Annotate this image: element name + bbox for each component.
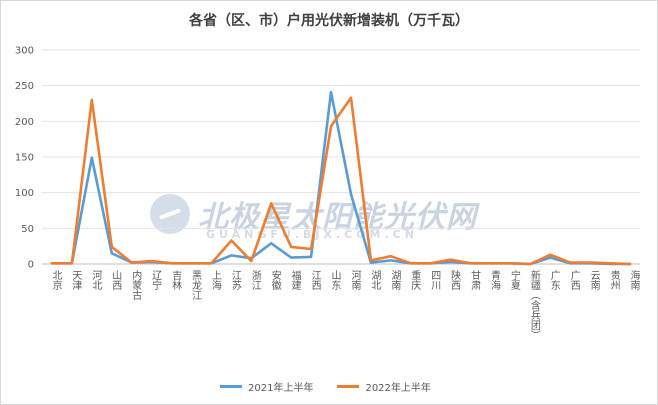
series-2-point: [170, 262, 173, 264]
series-2-point: [270, 202, 272, 204]
series-2-point: [430, 262, 432, 264]
legend-label-2021: 2021年上半年: [248, 383, 314, 394]
y-tick-label-100: 100: [15, 188, 34, 199]
x-tick-label: 湖南: [389, 270, 401, 290]
legend-swatch-2022: [337, 385, 360, 388]
series-1-point: [350, 193, 352, 195]
series-2-point: [71, 262, 73, 264]
legend-item-2022: 2022年上半年: [337, 379, 431, 394]
x-tick-label: 上海: [209, 270, 221, 291]
x-tick-label: 四川: [429, 270, 441, 290]
series-2-point: [51, 262, 53, 264]
series-2-point: [131, 261, 133, 264]
series-1-point: [111, 252, 113, 254]
series-1-point: [370, 261, 372, 264]
series-1-point: [290, 256, 292, 259]
series-line-1: [50, 90, 632, 266]
x-tick-label: 湖北: [369, 270, 381, 290]
legend-item-2021: 2021年上半年: [220, 379, 313, 394]
x-tick-label: 吉林: [170, 270, 182, 291]
series-1-point: [91, 157, 93, 159]
x-tick-label: 海南: [628, 269, 640, 290]
x-tick-label: 重庆: [409, 269, 421, 291]
series-2-point: [350, 97, 352, 99]
chart-legend: 2021年上半年 2022年上半年: [220, 379, 455, 394]
x-tick-label: 天津: [70, 270, 82, 291]
series-1-point: [270, 242, 272, 244]
series-2-point: [91, 99, 93, 101]
y-tick-label-200: 200: [15, 117, 34, 128]
x-tick-label: 陕西: [449, 269, 461, 290]
series-2-point: [310, 248, 312, 250]
series-2-point: [450, 259, 452, 261]
x-tick-label: 江苏: [229, 270, 241, 291]
series-2-point: [549, 254, 551, 256]
watermark-logo-icon: [150, 194, 190, 234]
y-tick-label-300: 300: [15, 46, 34, 57]
y-tick-label-50: 50: [21, 224, 34, 235]
x-tick-label: 河南: [349, 270, 361, 290]
x-tick-label: 福建: [289, 269, 301, 290]
series-2-point: [410, 262, 412, 264]
series-2-point: [190, 262, 193, 264]
x-tick-label: 广东: [548, 270, 560, 290]
legend-swatch-2021: [220, 385, 242, 388]
series-2-point: [210, 262, 213, 264]
x-tick-label: 河北: [90, 270, 102, 290]
x-tick-label: 黑龙江: [190, 270, 202, 300]
series-2-point: [390, 255, 392, 257]
x-tick-label: 广西: [568, 270, 580, 290]
x-tick-label: 山东: [329, 270, 341, 290]
series-2-point: [489, 262, 492, 264]
series-2-point: [529, 263, 531, 265]
x-tick-label: 甘肃: [469, 269, 481, 291]
series-2-point: [230, 239, 232, 242]
series-1-point: [390, 259, 392, 262]
legend-label-2022: 2022年上半年: [365, 383, 431, 394]
x-tick-label: 山西: [110, 270, 122, 290]
series-2-point: [250, 260, 252, 262]
series-2-point: [469, 262, 472, 264]
series-1-point: [230, 254, 232, 257]
series-1-point: [549, 256, 551, 259]
x-tick-label: 浙江: [249, 270, 261, 290]
x-tick-label: 江西: [309, 270, 321, 290]
x-tick-label: 安徽: [269, 269, 281, 291]
series-2-point: [629, 263, 631, 265]
x-tick-label: 新疆（含兵团）: [528, 269, 540, 340]
series-2-point: [370, 259, 372, 262]
series-2-point: [569, 261, 571, 264]
series-1-point: [450, 261, 452, 263]
x-tick-label: 内蒙古: [130, 269, 142, 301]
x-tick-label: 北京: [50, 270, 62, 291]
series-2-point: [290, 246, 292, 248]
x-tick-label: 云南: [588, 270, 600, 290]
series-2-point: [589, 261, 591, 264]
watermark-text: 北极星太阳能光伏网: [198, 200, 477, 235]
series-2-point: [330, 125, 332, 127]
series-2-point: [151, 260, 153, 262]
y-tick-label-0: 0: [28, 260, 34, 271]
chart-title: 各省（区、市）户用光伏新增装机（万千瓦）: [189, 13, 469, 29]
x-tick-label: 辽宁: [150, 270, 162, 290]
series-2-point: [609, 262, 611, 264]
x-tick-label: 宁夏: [508, 269, 520, 290]
x-tick-label: 贵州: [608, 269, 620, 290]
series-line-2: [50, 96, 632, 266]
series-1-point: [330, 91, 332, 93]
series-1-point: [310, 256, 312, 258]
x-tick-label: 青海: [489, 269, 501, 291]
y-tick-label-250: 250: [15, 81, 34, 92]
series-2-point: [509, 262, 512, 264]
series-2-point: [111, 246, 113, 248]
y-tick-label-150: 150: [15, 153, 34, 164]
